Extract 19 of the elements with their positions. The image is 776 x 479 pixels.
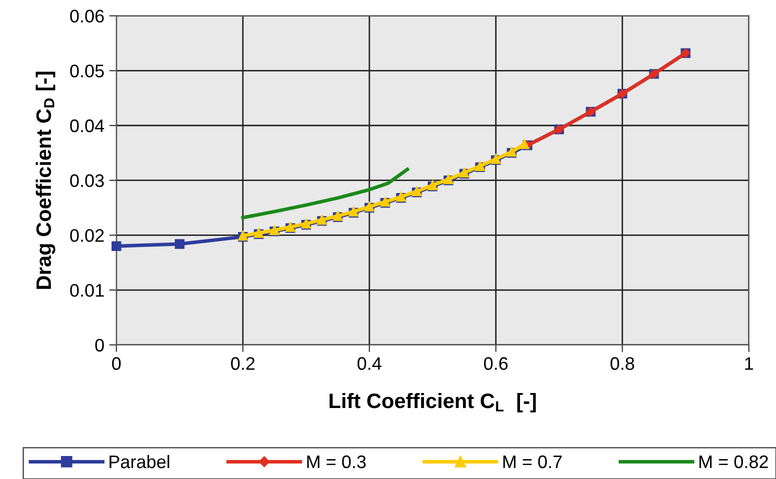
x-tick-label: 0.6	[484, 357, 508, 370]
y-tick-label: 0.05	[70, 64, 104, 78]
x-tick-label: 0.2	[231, 357, 255, 370]
y-tick-label: 0.02	[70, 229, 104, 242]
y-tick-label: 0	[95, 338, 104, 352]
y-axis-title: Drag Coefficient C$_{D}$ [-]	[36, 72, 56, 289]
legend-label: M = 0.3	[307, 455, 366, 468]
x-tick-label: 0.8	[610, 357, 634, 370]
x-tick-label: 0.4	[358, 357, 382, 370]
y-tick-label: 0.06	[70, 10, 104, 23]
y-tick-label: 0.03	[70, 174, 104, 188]
y-tick-label: 0.01	[70, 284, 104, 297]
y-tick-label: 0.04	[70, 119, 104, 132]
x-tick-label: 0	[112, 357, 121, 370]
x-axis-title: Lift Coefficient C$_{L}$ [-]	[330, 392, 536, 412]
x-tick-label: 1	[745, 357, 753, 370]
legend-label: Parabel	[110, 454, 170, 468]
legend-label: M = 0.82	[700, 455, 768, 468]
legend-label: M = 0.7	[503, 455, 562, 468]
